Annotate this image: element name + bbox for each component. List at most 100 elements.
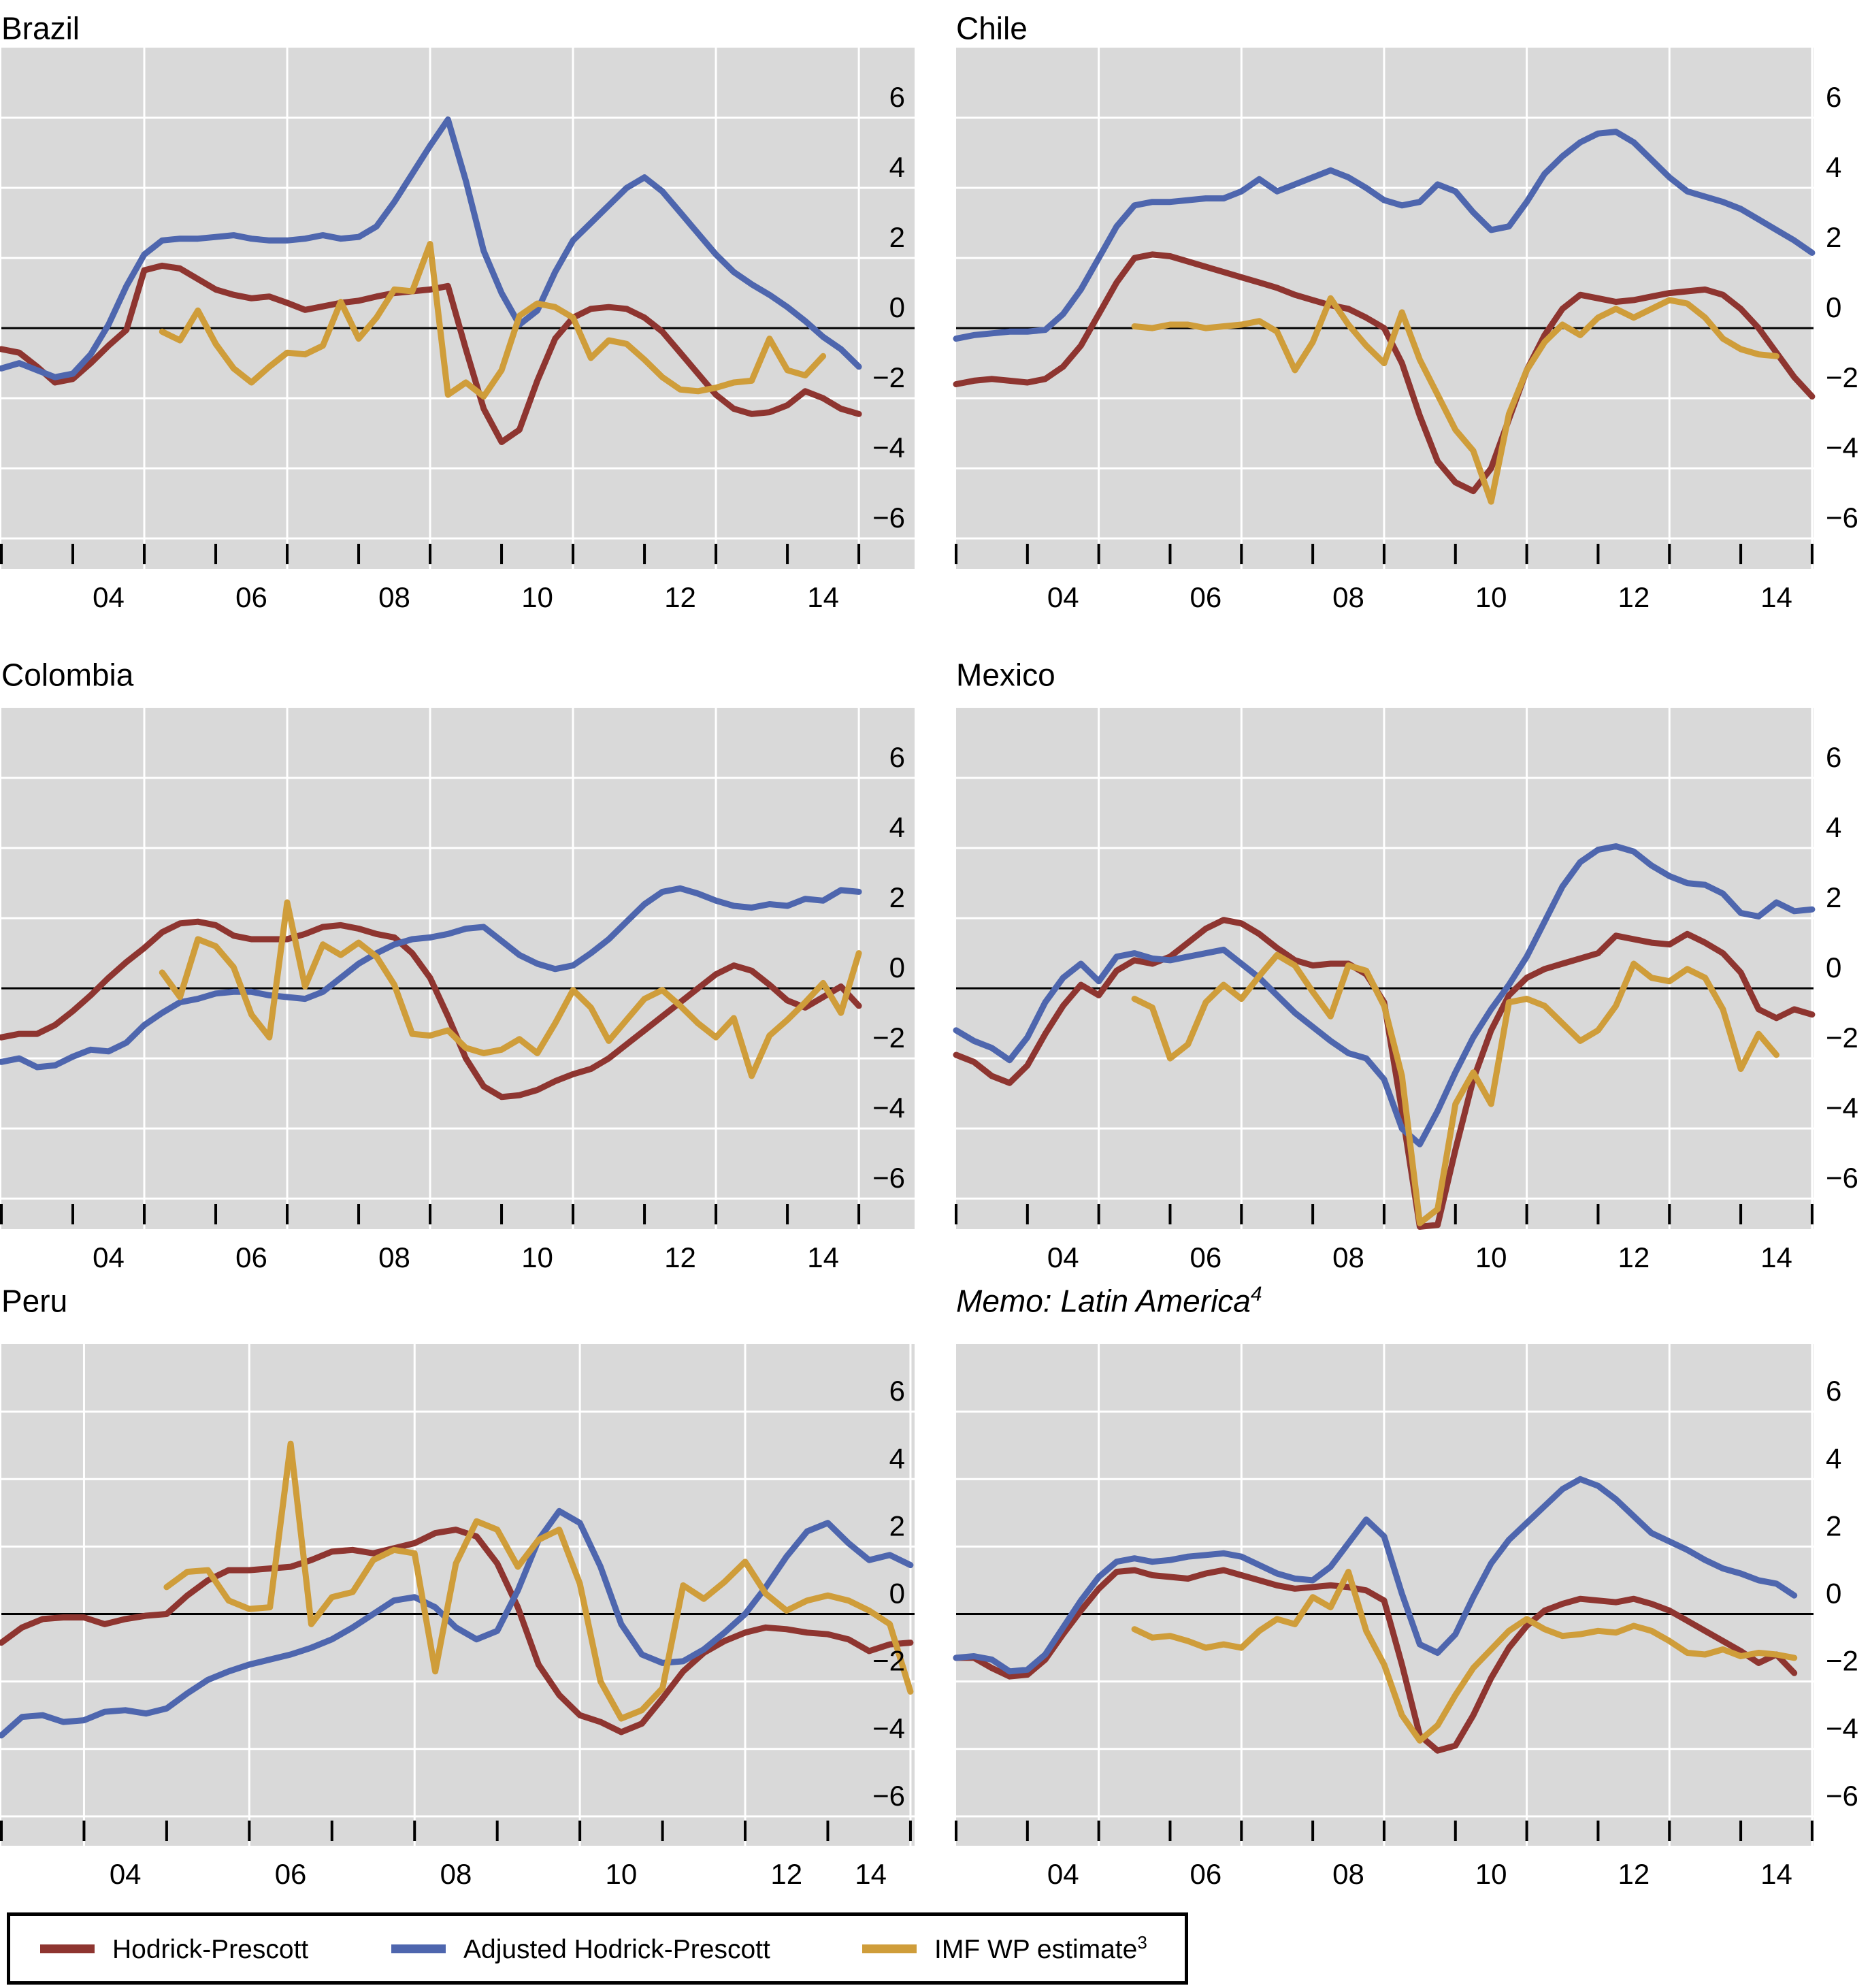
svg-text:−6: −6 <box>1826 1162 1858 1194</box>
panel-title-text: Chile <box>956 10 1028 46</box>
chart-chile: 6 4 2 0 −2 −4 −6 04 06 08 10 12 14 <box>953 48 1858 613</box>
svg-text:4: 4 <box>1826 811 1841 843</box>
svg-text:04: 04 <box>1047 1858 1079 1890</box>
panel-title-text: Mexico <box>956 657 1055 693</box>
svg-text:08: 08 <box>1332 1858 1364 1890</box>
svg-text:06: 06 <box>1190 581 1222 613</box>
svg-text:06: 06 <box>235 581 267 613</box>
panel-title-brazil: Brazil <box>1 4 80 46</box>
svg-text:2: 2 <box>889 881 905 913</box>
svg-text:2: 2 <box>1826 221 1841 253</box>
svg-text:4: 4 <box>889 1442 905 1474</box>
svg-text:14: 14 <box>1760 581 1792 613</box>
svg-text:−6: −6 <box>1826 502 1858 534</box>
svg-text:12: 12 <box>664 581 696 613</box>
svg-text:4: 4 <box>1826 151 1841 183</box>
svg-text:04: 04 <box>1047 1241 1079 1273</box>
svg-text:12: 12 <box>1618 1858 1650 1890</box>
svg-text:−6: −6 <box>872 1162 905 1194</box>
svg-text:6: 6 <box>1826 741 1841 773</box>
svg-text:06: 06 <box>1190 1241 1222 1273</box>
svg-text:04: 04 <box>110 1858 142 1890</box>
svg-text:6: 6 <box>889 1375 905 1407</box>
svg-text:04: 04 <box>93 1241 125 1273</box>
svg-text:−2: −2 <box>1826 361 1858 393</box>
panel-title-text: Peru <box>1 1283 68 1319</box>
svg-text:−2: −2 <box>1826 1645 1858 1677</box>
svg-text:4: 4 <box>889 151 905 183</box>
chart-mexico: 6 4 2 0 −2 −4 −6 04 06 08 10 12 14 <box>953 708 1858 1273</box>
svg-text:06: 06 <box>235 1241 267 1273</box>
panel-title-text: Colombia <box>1 657 134 693</box>
svg-text:10: 10 <box>1475 1858 1507 1890</box>
svg-text:−4: −4 <box>872 1712 905 1744</box>
chart-latin-america: 6 4 2 0 −2 −4 −6 04 06 08 10 12 14 <box>953 1344 1858 1890</box>
svg-text:−4: −4 <box>1826 1092 1858 1124</box>
panel-title-text: Brazil <box>1 10 80 46</box>
legend-label: IMF WP estimate3 <box>934 1932 1147 1965</box>
svg-text:0: 0 <box>1826 1578 1841 1610</box>
svg-text:2: 2 <box>1826 881 1841 913</box>
svg-text:14: 14 <box>1760 1241 1792 1273</box>
legend-item-imf-wp-estimate: IMF WP estimate3 <box>862 1916 1147 1981</box>
svg-text:−4: −4 <box>872 431 905 463</box>
legend-label-text: IMF WP estimate <box>934 1935 1138 1964</box>
svg-text:10: 10 <box>1475 1241 1507 1273</box>
legend-label: Adjusted Hodrick-Prescott <box>463 1932 770 1965</box>
svg-text:10: 10 <box>521 1241 553 1273</box>
svg-text:−4: −4 <box>1826 431 1858 463</box>
svg-text:2: 2 <box>1826 1510 1841 1542</box>
svg-text:08: 08 <box>378 1241 410 1273</box>
svg-text:−2: −2 <box>872 1645 905 1677</box>
svg-text:14: 14 <box>855 1858 887 1890</box>
svg-text:−6: −6 <box>872 1780 905 1812</box>
svg-text:6: 6 <box>889 81 905 113</box>
svg-text:10: 10 <box>521 581 553 613</box>
svg-text:14: 14 <box>807 1241 839 1273</box>
svg-text:−2: −2 <box>872 1022 905 1054</box>
svg-text:12: 12 <box>664 1241 696 1273</box>
svg-text:08: 08 <box>1332 1241 1364 1273</box>
svg-text:−4: −4 <box>1826 1712 1858 1744</box>
svg-text:−4: −4 <box>872 1092 905 1124</box>
svg-text:2: 2 <box>889 221 905 253</box>
svg-text:0: 0 <box>889 951 905 983</box>
svg-text:4: 4 <box>889 811 905 843</box>
svg-text:14: 14 <box>1760 1858 1792 1890</box>
legend-label-text: Hodrick-Prescott <box>112 1935 309 1964</box>
svg-text:4: 4 <box>1826 1442 1841 1474</box>
panel-title-colombia: Colombia <box>1 651 133 692</box>
svg-text:06: 06 <box>275 1858 307 1890</box>
legend-label-text: Adjusted Hodrick-Prescott <box>463 1935 770 1964</box>
panel-title-text: Memo: Latin America <box>956 1283 1251 1319</box>
svg-text:08: 08 <box>1332 581 1364 613</box>
svg-text:12: 12 <box>1618 581 1650 613</box>
svg-text:04: 04 <box>1047 581 1079 613</box>
svg-text:12: 12 <box>770 1858 802 1890</box>
svg-text:08: 08 <box>440 1858 472 1890</box>
panel-title-sup: 4 <box>1250 1283 1262 1305</box>
svg-text:−6: −6 <box>872 502 905 534</box>
legend-item-hodrick-prescott: Hodrick-Prescott <box>40 1916 308 1981</box>
svg-text:0: 0 <box>1826 951 1841 983</box>
legend-item-adjusted-hodrick-prescott: Adjusted Hodrick-Prescott <box>391 1916 770 1981</box>
svg-text:04: 04 <box>93 581 125 613</box>
chart-brazil: 6 4 2 0 −2 −4 −6 04 06 08 10 12 14 <box>0 48 915 613</box>
panel-title-chile: Chile <box>956 4 1028 46</box>
svg-text:0: 0 <box>889 291 905 323</box>
panel-title-latin-america: Memo: Latin America4 <box>956 1277 1262 1318</box>
svg-text:6: 6 <box>1826 81 1841 113</box>
imf-line-swatch-icon <box>862 1944 917 1953</box>
legend-label-sup: 3 <box>1137 1932 1147 1953</box>
ahp-line-swatch-icon <box>391 1944 446 1953</box>
svg-text:−2: −2 <box>1826 1022 1858 1054</box>
chart-peru: 6 4 2 0 −2 −4 −6 04 06 08 10 12 14 <box>0 1344 915 1890</box>
svg-text:0: 0 <box>889 1578 905 1610</box>
legend: Hodrick-Prescott Adjusted Hodrick-Presco… <box>7 1912 1188 1985</box>
svg-text:06: 06 <box>1190 1858 1222 1890</box>
panel-title-mexico: Mexico <box>956 651 1055 692</box>
svg-text:6: 6 <box>889 741 905 773</box>
hp-line-swatch-icon <box>40 1944 95 1953</box>
svg-text:0: 0 <box>1826 291 1841 323</box>
